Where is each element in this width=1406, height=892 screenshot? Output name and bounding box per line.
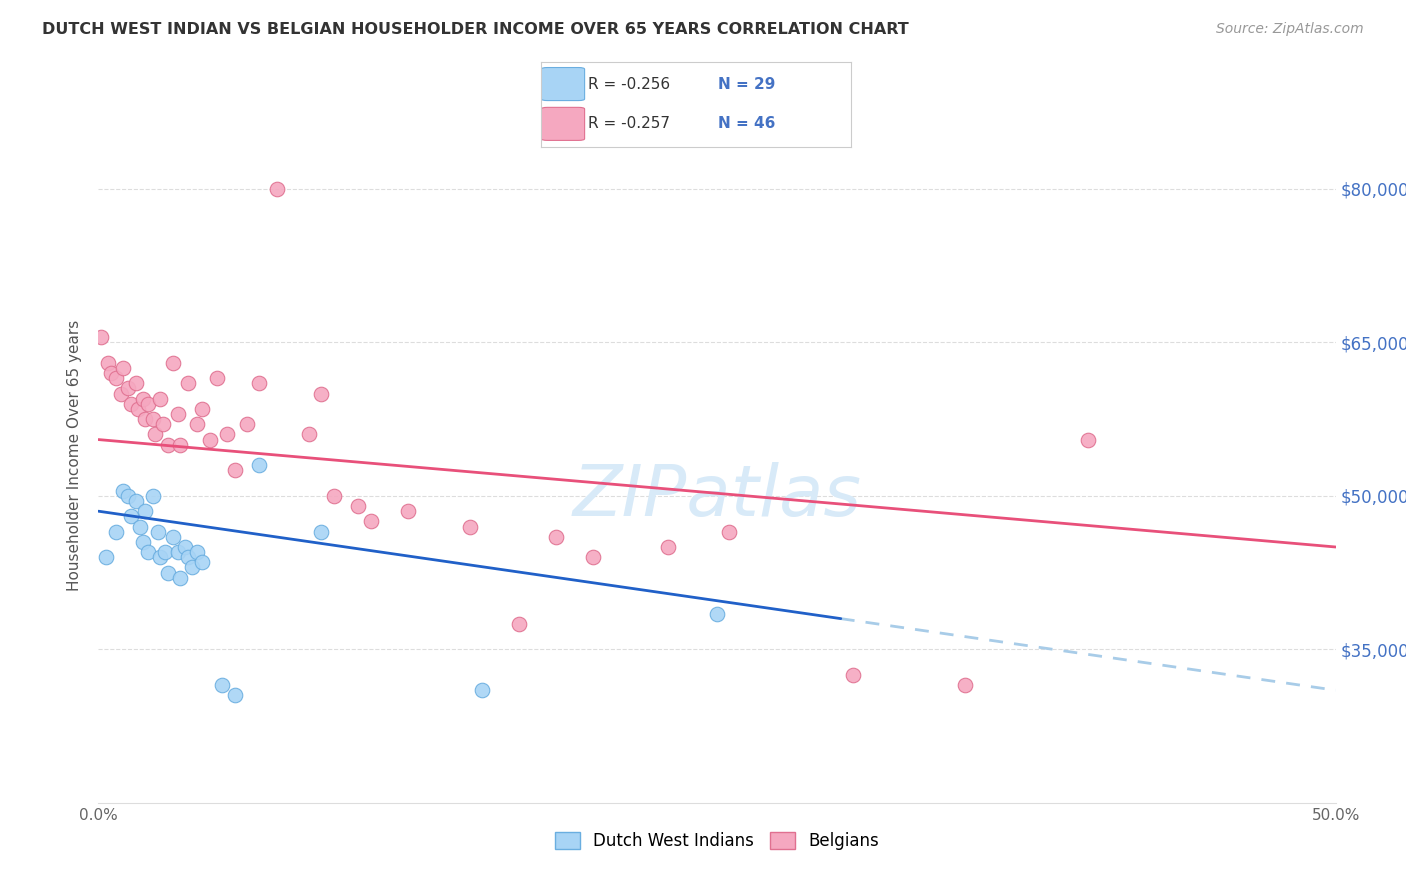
Point [1077, 433, 1099, 447]
Point [110, 386, 132, 401]
Point [97, 356, 120, 370]
Text: N = 46: N = 46 [717, 116, 775, 131]
Point [176, 376, 198, 391]
Point [156, 438, 179, 452]
Point [309, 524, 332, 539]
Point [657, 540, 679, 554]
Point [309, 386, 332, 401]
Point [186, 417, 208, 432]
Text: Source: ZipAtlas.com: Source: ZipAtlas.com [1216, 22, 1364, 37]
Point [546, 530, 568, 544]
Point [176, 550, 198, 565]
Point [136, 545, 159, 559]
Point [142, 489, 165, 503]
Point [471, 683, 494, 698]
Point [842, 668, 865, 682]
Point [224, 689, 246, 703]
Point [360, 515, 382, 529]
Text: N = 29: N = 29 [717, 77, 775, 92]
Point [127, 401, 149, 416]
Point [205, 371, 228, 385]
Point [124, 376, 146, 391]
Point [136, 397, 159, 411]
Point [169, 438, 191, 452]
Point [100, 366, 122, 380]
Text: R = -0.257: R = -0.257 [588, 116, 669, 131]
Point [166, 545, 188, 559]
Point [94, 550, 117, 565]
Point [149, 550, 172, 565]
Point [224, 463, 246, 477]
Point [706, 607, 728, 621]
Point [191, 555, 214, 569]
Point [143, 427, 166, 442]
Point [90, 330, 112, 344]
Point [953, 678, 976, 692]
Point [104, 371, 127, 385]
Point [508, 616, 530, 631]
Point [166, 407, 188, 421]
Y-axis label: Householder Income Over 65 years: Householder Income Over 65 years [67, 319, 83, 591]
Point [322, 489, 344, 503]
Point [198, 433, 221, 447]
Point [174, 540, 197, 554]
Point [458, 519, 481, 533]
Point [146, 524, 169, 539]
Point [120, 509, 142, 524]
Point [120, 397, 142, 411]
Point [112, 360, 135, 375]
Text: ZIPatlas: ZIPatlas [572, 462, 862, 531]
Point [298, 427, 321, 442]
Text: DUTCH WEST INDIAN VS BELGIAN HOUSEHOLDER INCOME OVER 65 YEARS CORRELATION CHART: DUTCH WEST INDIAN VS BELGIAN HOUSEHOLDER… [42, 22, 908, 37]
FancyBboxPatch shape [541, 68, 585, 101]
Point [718, 524, 741, 539]
Point [266, 182, 288, 196]
Point [132, 392, 155, 406]
Point [152, 417, 174, 432]
Legend: Dutch West Indians, Belgians: Dutch West Indians, Belgians [548, 826, 886, 857]
Point [117, 381, 139, 395]
Point [211, 678, 233, 692]
Point [191, 401, 214, 416]
Point [117, 489, 139, 503]
Point [155, 545, 177, 559]
Point [186, 545, 208, 559]
Point [347, 499, 370, 513]
Point [104, 524, 127, 539]
Point [124, 494, 146, 508]
Point [181, 560, 204, 574]
Point [112, 483, 135, 498]
Point [169, 571, 191, 585]
Point [162, 356, 184, 370]
Point [134, 412, 156, 426]
FancyBboxPatch shape [541, 107, 585, 140]
Point [217, 427, 239, 442]
Point [247, 376, 270, 391]
Point [396, 504, 419, 518]
Point [236, 417, 259, 432]
Point [162, 530, 184, 544]
Point [129, 519, 152, 533]
Text: R = -0.256: R = -0.256 [588, 77, 669, 92]
Point [582, 550, 605, 565]
Point [247, 458, 270, 472]
Point [156, 566, 179, 580]
Point [132, 534, 155, 549]
Point [149, 392, 172, 406]
Point [134, 504, 156, 518]
Point [142, 412, 165, 426]
